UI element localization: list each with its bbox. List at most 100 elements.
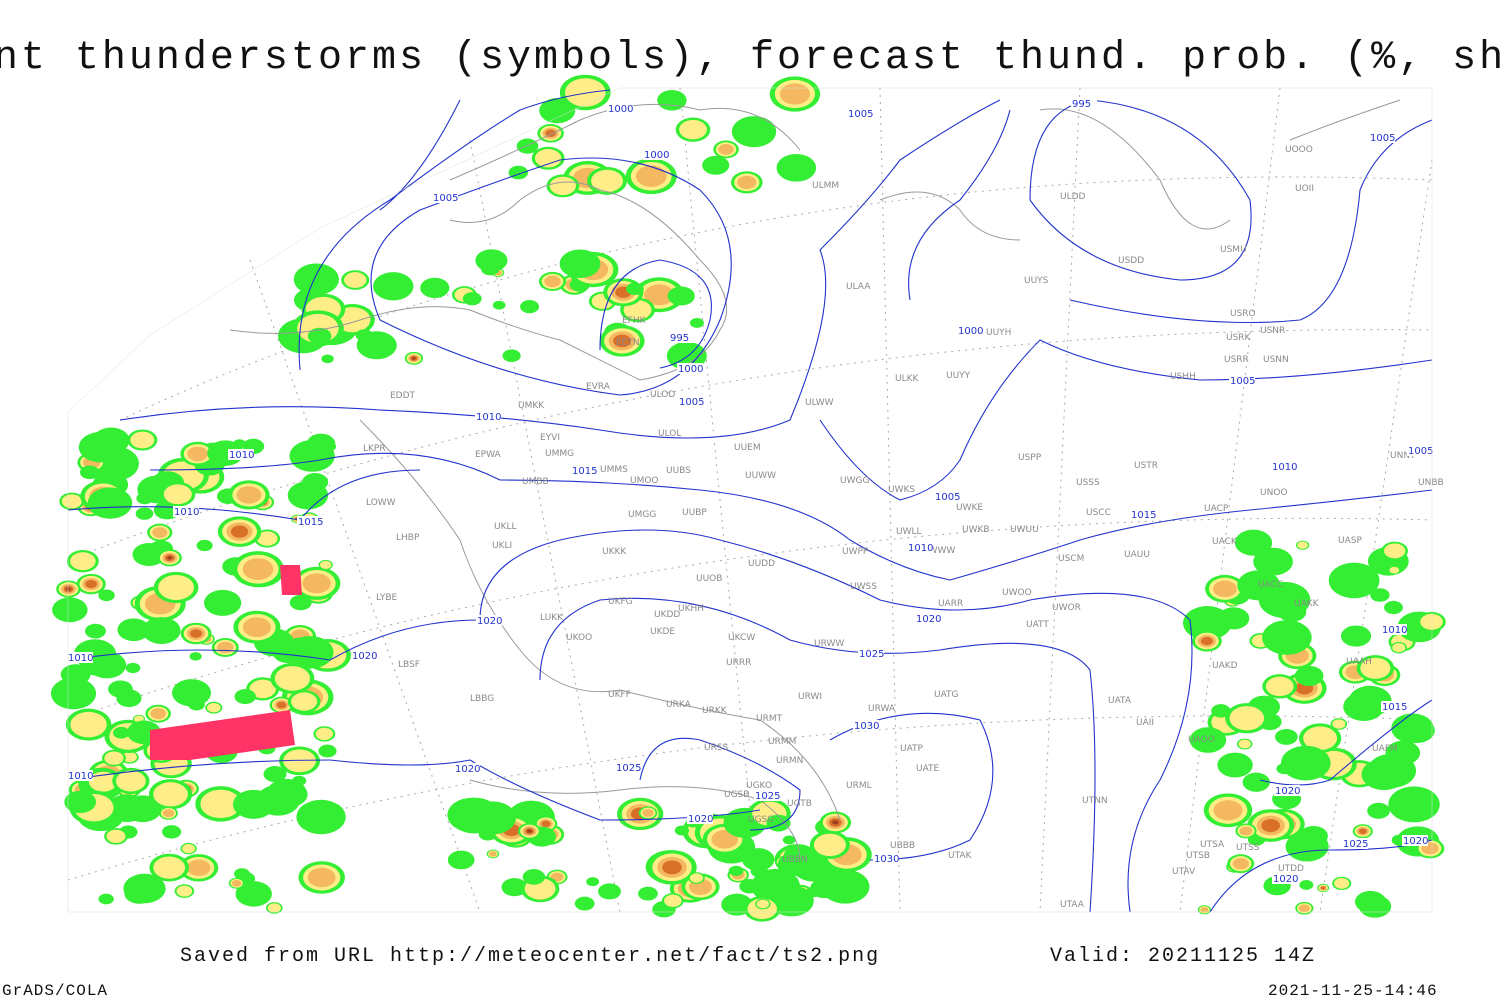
shading-cell [508,165,529,180]
station-label: URWA [868,704,896,714]
station-label: LYBE [376,593,397,603]
shading-cell [290,637,306,649]
shading-cell [635,165,667,187]
shading-cell [1234,529,1273,556]
isobar-label-bg [1272,873,1298,884]
shading-cell [88,771,118,792]
shading-cell [319,560,332,569]
shading-cell [1361,758,1407,791]
station-label: USPP [1018,453,1042,463]
station-label: UKKK [602,547,627,557]
station-label: UWUU [1010,525,1039,535]
station-label: EFHK [622,316,647,326]
isobar-label-bg [607,103,633,114]
shading-cell [355,329,373,342]
shading-cell [739,879,761,894]
shading-cell [591,169,624,193]
shading-cell [150,708,166,720]
isobar-label-bg [853,720,879,731]
isobar-label-bg [915,613,941,624]
isobar-label: 1025 [859,649,884,660]
shading-cell [64,790,97,814]
shading-cell [520,300,539,314]
station-label: EPWA [475,450,502,460]
shading-cell [1232,858,1249,870]
isobar-label: 1020 [352,651,377,662]
shading-cell [502,349,521,363]
shading-cell [78,431,123,463]
station-label: UATP [900,744,924,754]
station-label: UUYH [986,328,1011,338]
station-label: UATA [1108,696,1132,706]
shading-cell [1189,727,1227,753]
isobar-label: 1015 [1131,510,1156,521]
shading-cell [79,465,100,480]
station-label: UOII [1295,184,1314,194]
shading-cell [718,144,734,155]
isobar-label: 1005 [848,109,873,120]
station-label: USDD [1118,256,1144,266]
map-area: ULMM ULDD USDD USMU UOOO UOII ULAA UUYS USRO USRK… [50,74,1446,922]
station-label: UACP [1204,504,1229,514]
isobar-label: 1010 [68,653,93,664]
station-label: UTDD [1278,864,1304,874]
shading-cell [132,543,166,567]
shading-cell [242,617,271,638]
station-label: UWWW [922,546,955,556]
isobar-label-bg [678,396,704,407]
station-label: USNN [1263,355,1289,365]
shading-cell [1367,802,1390,819]
station-label: UATT [1026,620,1049,630]
shading-cell [711,830,738,849]
shading-cell [186,859,211,877]
station-label: UUOB [696,574,722,584]
shading-cell [1239,826,1253,836]
shading-cell [263,766,287,783]
isobar-label-bg [858,648,884,659]
shading-cell [779,83,811,105]
shading-cell [667,286,695,306]
isobar-label: 1010 [476,412,501,423]
station-label: UAUU [1124,550,1150,560]
shading-cell [481,262,500,276]
shading-cell [1348,685,1392,717]
station-label: UOOO [1285,145,1313,155]
shading-cell [728,865,744,877]
shading-cell [307,327,332,345]
shading-cell [234,689,256,705]
shading-cell [122,752,137,763]
shading-cell [1294,665,1324,686]
shading-cell [550,872,564,882]
station-label: USSS [1076,478,1100,488]
shading-cell [125,662,141,674]
shading-cell [135,507,154,520]
isobar-label-bg [1271,461,1297,472]
shading-cell [296,799,346,835]
station-label: UACC [1258,580,1283,590]
shading-cell [189,652,202,661]
shading-cell [98,589,115,602]
shading-cell [1200,907,1209,913]
station-label: UNBB [1418,478,1444,488]
shading-cell [1320,886,1326,890]
shading-cell [256,531,278,546]
station-label: USRR [1224,355,1249,365]
isobar-label: 1020 [688,814,713,825]
station-label: UGTB [787,799,812,809]
shading-cell [85,579,97,589]
shading-cell [468,801,517,835]
title: Current thunderstorms (symbols), forecas… [0,36,1500,81]
station-label: UMMS [600,465,628,475]
shading-cell [1384,543,1406,559]
shading-cell [87,651,127,679]
shading-cell [1392,643,1406,653]
shading-cell [1217,752,1253,778]
shading-cell [1303,726,1338,751]
shading-cell [820,869,870,904]
station-label: EETN [616,338,640,348]
shading-cell [598,883,621,900]
station-label: UKHH [678,604,704,614]
isobar-label-bg [669,332,695,343]
station-label: UWSS [850,582,877,592]
